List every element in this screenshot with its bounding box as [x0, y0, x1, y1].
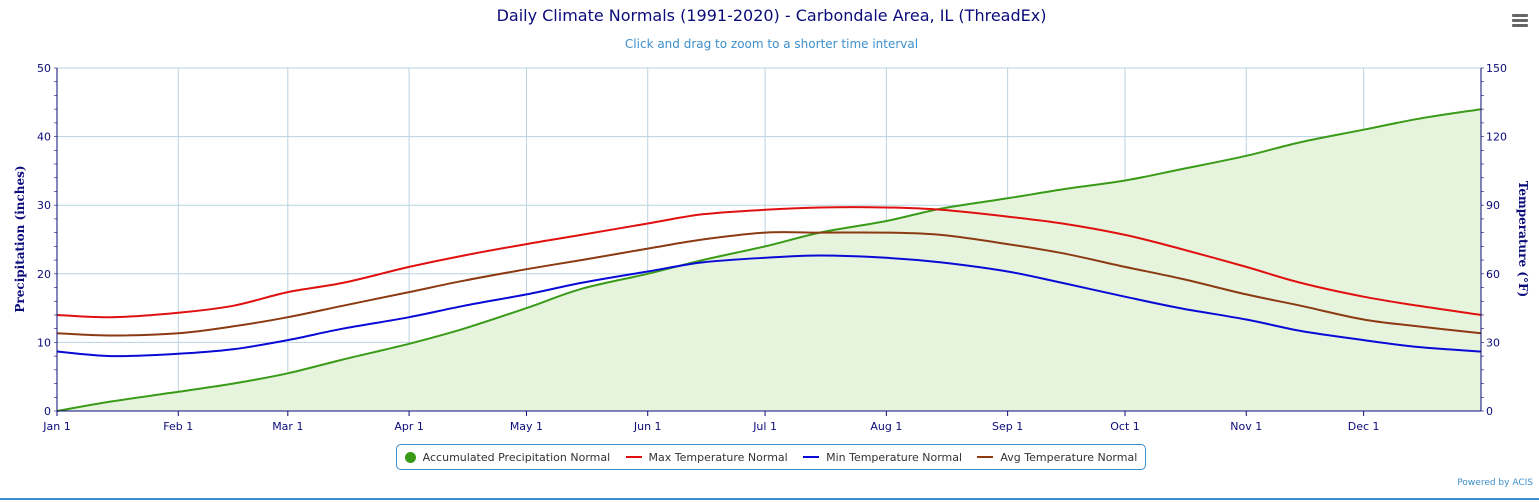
avg-temp-series — [56, 231, 1482, 337]
x-tick-label: May 1 — [510, 420, 543, 433]
x-tick-label: Oct 1 — [1110, 420, 1140, 433]
x-tick-label: Jul 1 — [752, 420, 777, 433]
y-right-tick-label: 60 — [1486, 268, 1500, 281]
x-tick-label: Aug 1 — [870, 420, 902, 433]
y-right-tick-label: 90 — [1486, 199, 1500, 212]
max-temp-series — [56, 206, 1482, 319]
y-left-tick-label: 30 — [37, 199, 51, 212]
y-left-tick-label: 40 — [37, 131, 51, 144]
legend: Accumulated Precipitation Normal Max Tem… — [396, 444, 1146, 470]
hamburger-menu-icon[interactable] — [1512, 14, 1528, 28]
x-tick-label: Nov 1 — [1230, 420, 1262, 433]
x-tick-label: Jun 1 — [633, 420, 662, 433]
x-tick-label: Jan 1 — [42, 420, 70, 433]
min-temp-series — [56, 254, 1482, 358]
x-tick-label: Feb 1 — [163, 420, 193, 433]
y-right-tick-label: 120 — [1486, 131, 1507, 144]
y-right-tick-label: 30 — [1486, 336, 1500, 349]
series-lines — [56, 108, 1482, 412]
y-left-tick-label: 10 — [37, 336, 51, 349]
x-tick-label: Sep 1 — [992, 420, 1023, 433]
x-tick-label: Mar 1 — [272, 420, 303, 433]
chart-title: Daily Climate Normals (1991-2020) - Carb… — [496, 6, 1047, 25]
legend-line-icon — [977, 456, 994, 458]
y-right-tick-label: 0 — [1486, 405, 1493, 418]
y-axis-right-label: Temperature (°F) — [1516, 181, 1530, 297]
legend-line-icon — [625, 456, 642, 458]
legend-item-precip[interactable]: Accumulated Precipitation Normal — [404, 450, 611, 464]
bottom-divider — [0, 498, 1539, 500]
legend-item-min[interactable]: Min Temperature Normal — [803, 451, 962, 464]
legend-label: Accumulated Precipitation Normal — [422, 450, 611, 464]
chart-subtitle: Click and drag to zoom to a shorter time… — [624, 37, 919, 51]
legend-label: Min Temperature Normal — [826, 450, 963, 464]
y-left-tick-label: 20 — [37, 268, 51, 281]
credits-link[interactable]: Powered by ACIS — [1457, 478, 1533, 488]
legend-dot-icon — [404, 451, 416, 463]
precip-area — [57, 109, 1481, 411]
chart-svg[interactable]: 0 0 10 30 20 60 30 90 40 120 50 150 Jan 1 Feb 1 Mar 1 A… — [0, 0, 1539, 440]
legend-label: Avg Temperature Normal — [1000, 450, 1138, 464]
legend-label: Max Temperature Normal — [648, 450, 788, 464]
x-tick-label: Dec 1 — [1348, 420, 1380, 433]
legend-item-avg[interactable]: Avg Temperature Normal — [977, 451, 1137, 464]
y-left-tick-label: 50 — [37, 62, 51, 75]
legend-line-icon — [803, 456, 820, 458]
axes: 0 0 10 30 20 60 30 90 40 120 50 150 Jan 1 Feb 1 Mar 1 A… — [37, 62, 1507, 433]
precip-area-fill — [57, 109, 1481, 411]
x-tick-label: Apr 1 — [394, 420, 424, 433]
y-left-tick-label: 0 — [44, 405, 51, 418]
legend-item-max[interactable]: Max Temperature Normal — [625, 450, 788, 464]
y-axis-left-label: Precipitation (inches) — [13, 165, 27, 312]
y-right-tick-label: 150 — [1486, 62, 1507, 75]
precip-series — [56, 108, 1482, 412]
